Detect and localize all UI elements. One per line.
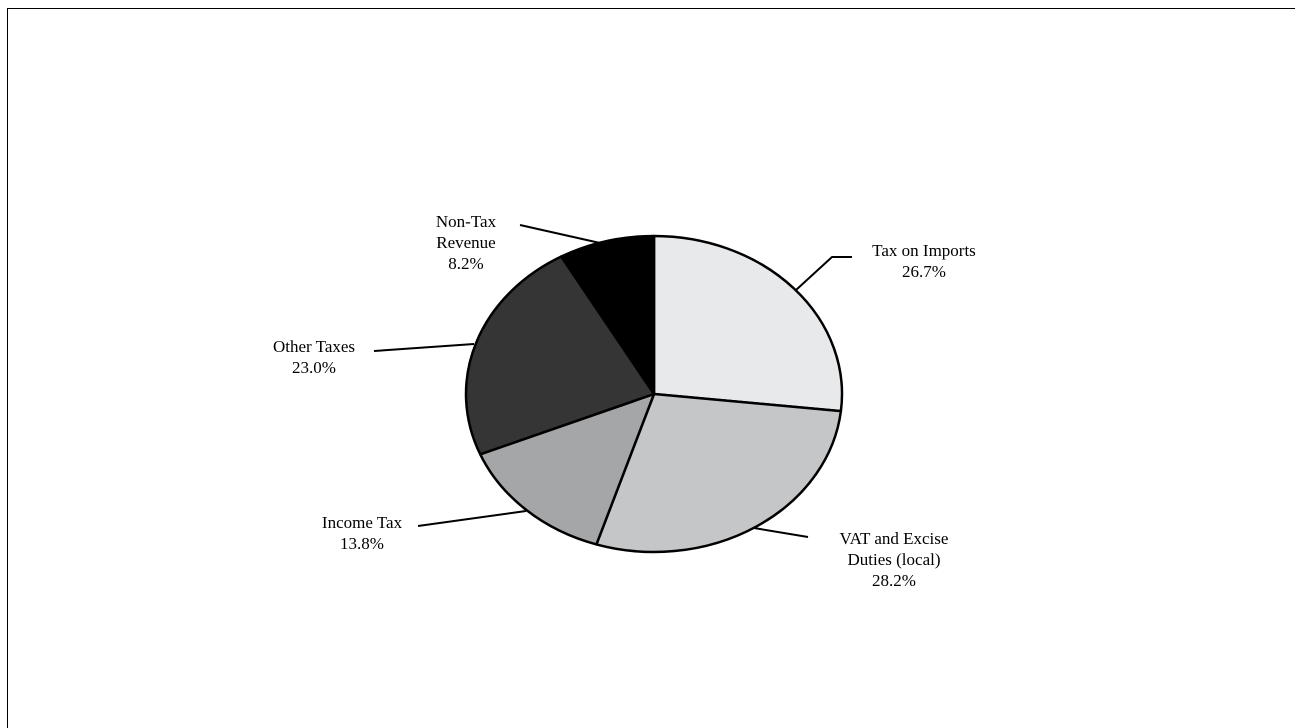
slice-value-label-income-tax: 13.8% (340, 534, 384, 553)
slice-name-label-other-taxes: Other Taxes (273, 337, 355, 356)
pie-slice-income-tax (478, 392, 656, 546)
pie-slice-other-taxes (464, 255, 656, 456)
pie-slice-non-tax-revenue (560, 234, 656, 396)
slice-name-label-vat-and-excise: VAT and Excise (840, 529, 949, 548)
pie-slice-tax-on-imports (652, 234, 844, 413)
slice-value-label-other-taxes: 23.0% (292, 358, 336, 377)
slice-value-label-non-tax-revenue: 8.2% (448, 254, 483, 273)
slice-value-label-tax-on-imports: 26.7% (902, 262, 946, 281)
leader-line-vat-and-excise (753, 527, 809, 538)
leader-line-non-tax-revenue (519, 224, 601, 244)
slice-value-label-vat-and-excise: 28.2% (872, 571, 916, 590)
slice-name-label-tax-on-imports: Tax on Imports (872, 241, 976, 260)
pie-slice-vat-and-excise (595, 392, 843, 554)
slice-name-label-income-tax: Income Tax (322, 513, 403, 532)
leader-line-income-tax (417, 510, 527, 527)
slice-name-label-vat-and-excise: Duties (local) (848, 550, 941, 569)
slice-name-label-non-tax-revenue: Revenue (436, 233, 495, 252)
slice-name-label-non-tax-revenue: Non-Tax (436, 212, 497, 231)
leader-line-tax-on-imports (795, 256, 852, 291)
leader-line-other-taxes (373, 343, 475, 352)
